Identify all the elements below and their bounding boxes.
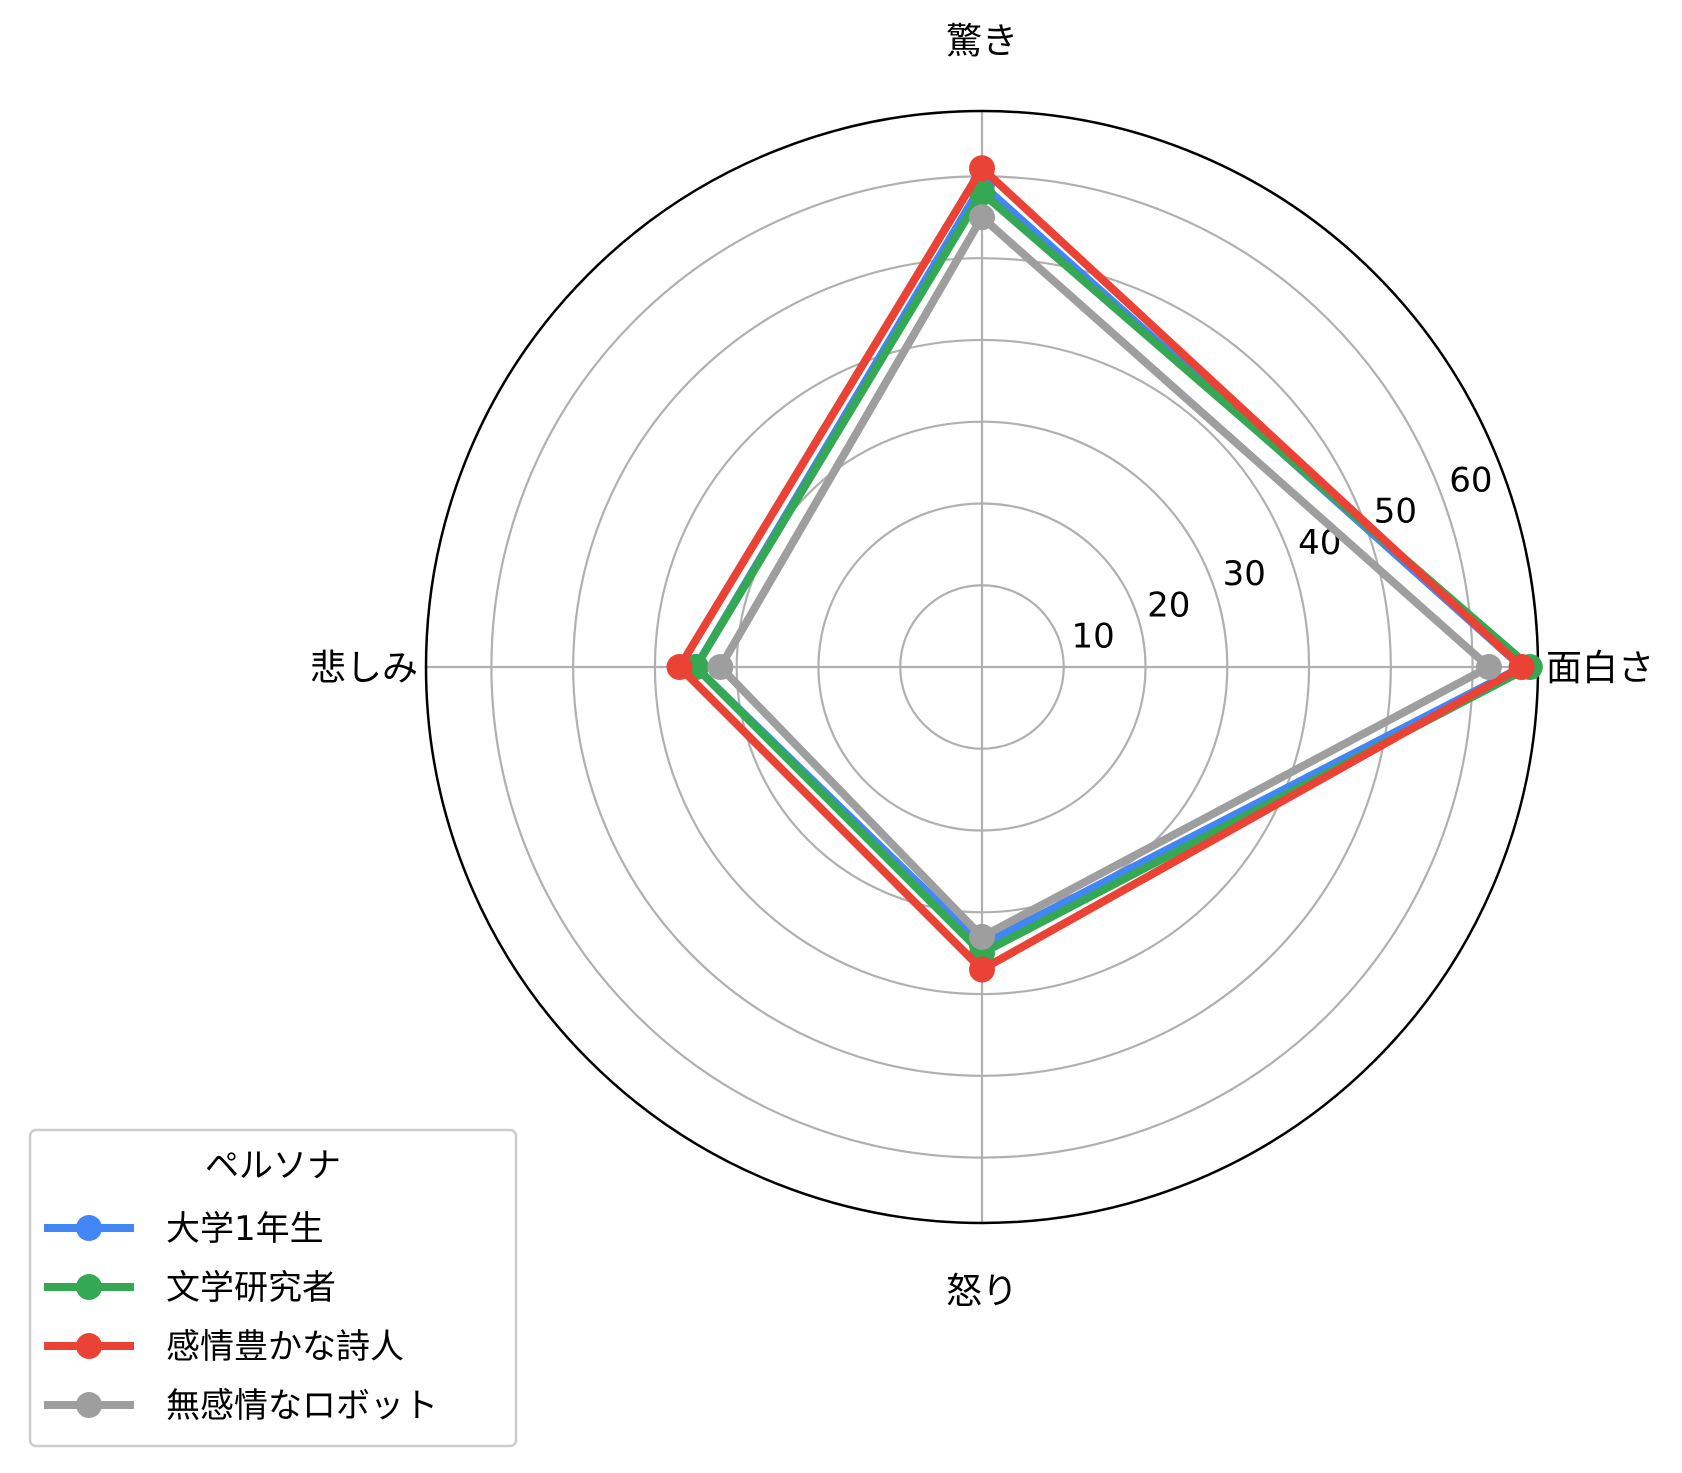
- legend-marker: [76, 1215, 102, 1241]
- series-group: [666, 155, 1543, 983]
- axis-label: 驚き: [946, 21, 1018, 62]
- legend-entry: 感情豊かな詩人: [44, 1327, 404, 1367]
- axis-label: 面白さ: [1546, 648, 1654, 689]
- tick-label: 30: [1223, 554, 1266, 594]
- tick-label: 10: [1072, 617, 1115, 657]
- axis-label: 悲しみ: [310, 648, 418, 689]
- series-point: [1475, 654, 1502, 680]
- axis-label: 怒り: [946, 1271, 1018, 1312]
- series-point: [969, 923, 995, 950]
- series: [707, 204, 1502, 950]
- series-point: [969, 204, 995, 231]
- tick-label: 50: [1374, 492, 1417, 532]
- legend-label: 無感情なロボット: [166, 1386, 438, 1426]
- series-point: [1508, 654, 1535, 680]
- legend-box: [28, 1128, 518, 1448]
- legend-label: 感情豊かな詩人: [166, 1327, 404, 1367]
- series: [666, 155, 1535, 983]
- legend-entry: 大学1年生: [44, 1209, 324, 1249]
- axis-lines: [426, 111, 1538, 1223]
- series-point: [969, 956, 995, 983]
- legend-label: 大学1年生: [166, 1209, 324, 1249]
- tick-label: 20: [1147, 585, 1190, 625]
- series-line: [716, 213, 1493, 941]
- legend-marker: [76, 1333, 102, 1359]
- legend-entry: 無感情なロボット: [44, 1386, 438, 1426]
- series-point: [666, 654, 693, 680]
- legend-title: ペルソナ: [205, 1146, 341, 1186]
- legend-entry: 文学研究者: [44, 1268, 336, 1308]
- series-point: [969, 155, 995, 182]
- tick-label: 60: [1449, 460, 1492, 500]
- legend-label: 文学研究者: [166, 1268, 336, 1308]
- legend-marker: [76, 1392, 102, 1418]
- series-point: [707, 654, 734, 680]
- legend-marker: [76, 1274, 102, 1300]
